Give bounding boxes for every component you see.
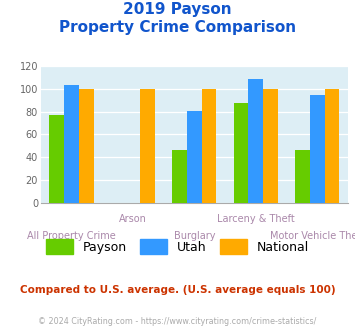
Text: Compared to U.S. average. (U.S. average equals 100): Compared to U.S. average. (U.S. average … — [20, 285, 335, 295]
Bar — [172, 150, 187, 203]
Bar — [263, 89, 278, 203]
Bar — [310, 94, 324, 203]
Bar — [187, 111, 202, 203]
Bar — [140, 89, 155, 203]
Text: Larceny & Theft: Larceny & Theft — [217, 214, 295, 224]
Text: 2019 Payson: 2019 Payson — [123, 2, 232, 16]
Text: Burglary: Burglary — [174, 231, 215, 241]
Bar — [49, 115, 64, 203]
Bar — [64, 85, 79, 203]
Text: Property Crime Comparison: Property Crime Comparison — [59, 20, 296, 35]
Text: Motor Vehicle Theft: Motor Vehicle Theft — [270, 231, 355, 241]
Text: © 2024 CityRating.com - https://www.cityrating.com/crime-statistics/: © 2024 CityRating.com - https://www.city… — [38, 317, 317, 326]
Bar — [248, 79, 263, 203]
Legend: Payson, Utah, National: Payson, Utah, National — [41, 234, 314, 259]
Text: Arson: Arson — [119, 214, 147, 224]
Bar — [324, 89, 339, 203]
Bar — [202, 89, 217, 203]
Bar — [295, 150, 310, 203]
Text: All Property Crime: All Property Crime — [27, 231, 116, 241]
Bar — [234, 103, 248, 203]
Bar — [79, 89, 94, 203]
